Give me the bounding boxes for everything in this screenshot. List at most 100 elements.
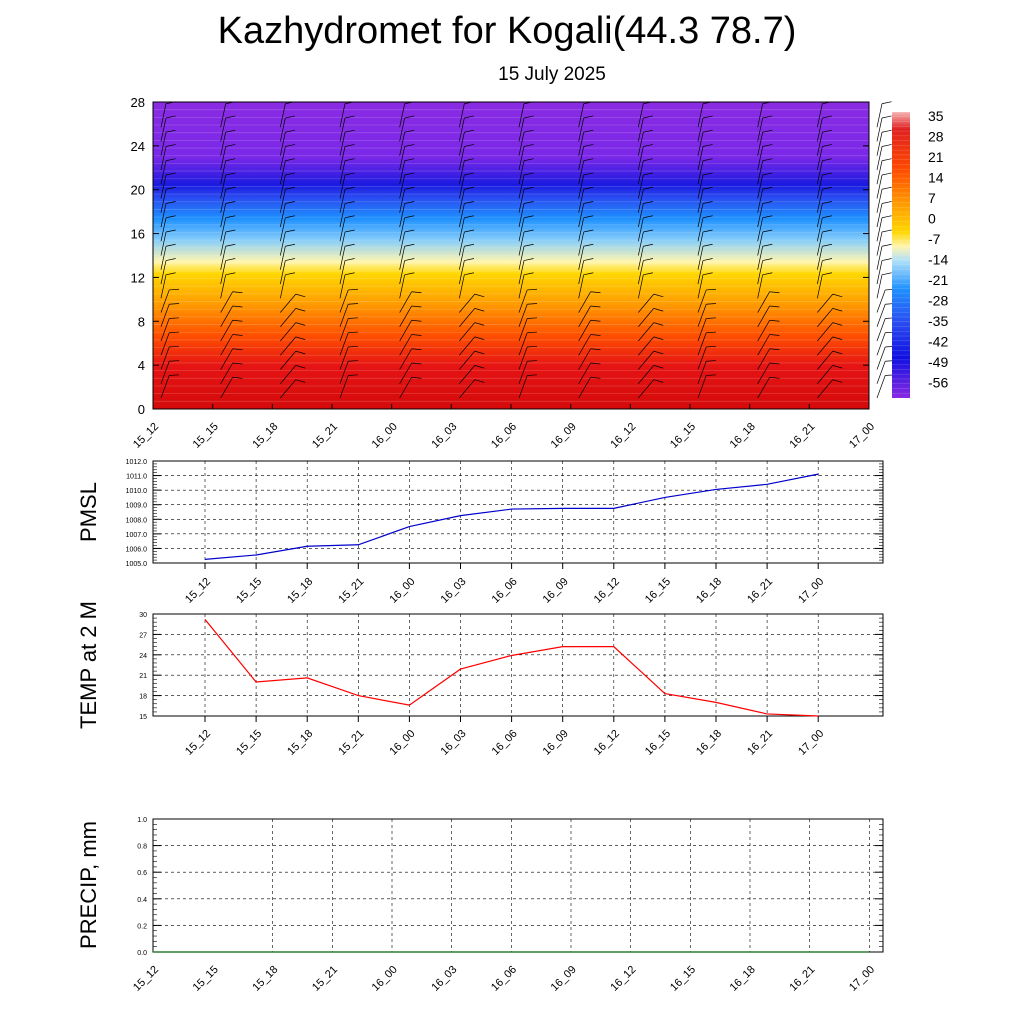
wind-barb	[578, 115, 594, 142]
wind-barb-staff	[697, 246, 704, 270]
wind-barb	[637, 172, 654, 199]
wind-barb-staff	[578, 132, 584, 156]
wind-barb-staff	[160, 174, 167, 199]
wind-barb-flag	[165, 158, 176, 162]
wind-barb-flag	[225, 201, 236, 204]
wind-barb-staff	[817, 379, 834, 399]
wind-barb-staff	[757, 146, 763, 171]
wind-barb-flag	[464, 172, 475, 176]
x-tick-label: 15_18	[285, 576, 315, 606]
x-tick-label: 16_12	[608, 421, 638, 451]
wind-barb	[399, 319, 422, 342]
wind-barb-flag	[411, 291, 422, 294]
wind-barb-staff	[637, 260, 644, 285]
wind-barb	[578, 291, 601, 313]
wind-barb-staff	[697, 375, 707, 399]
wind-barb-flag	[822, 129, 833, 133]
wind-barb-staff	[399, 362, 412, 384]
wind-barb-flag	[822, 243, 833, 247]
wind-barb-flag	[285, 272, 296, 276]
wind-barb	[399, 186, 415, 213]
wind-barb-flag	[832, 365, 843, 369]
wind-barb-staff	[280, 336, 297, 356]
wind-barb-staff	[280, 365, 297, 385]
y-tick-label: 0.6	[137, 870, 147, 877]
wind-barb-flag	[702, 172, 713, 176]
wind-barb-flag	[285, 129, 296, 133]
wind-barb	[816, 258, 833, 285]
wind-barb-staff	[339, 246, 346, 270]
wind-barb-flag	[590, 291, 601, 294]
wind-barb	[757, 115, 773, 142]
wind-barb-staff	[638, 365, 655, 385]
y-axis-label: PMSL	[76, 482, 101, 542]
wind-barb-flag	[822, 272, 833, 276]
wind-barb-flag	[165, 201, 176, 204]
wind-barb-staff	[876, 260, 883, 285]
wind-barb	[280, 308, 306, 327]
wind-barb-staff	[220, 174, 226, 199]
wind-barb-flag	[523, 144, 534, 147]
wind-barb	[876, 272, 892, 299]
wind-barb-staff	[458, 274, 465, 299]
wind-barb-staff	[816, 246, 823, 270]
wind-barb-staff	[816, 146, 823, 171]
wind-barb-staff	[817, 322, 834, 342]
wind-barb	[637, 258, 654, 285]
wind-barb-staff	[339, 318, 349, 342]
wind-barb-staff	[578, 320, 591, 342]
wind-barb-staff	[578, 160, 584, 185]
wind-barb	[279, 258, 296, 285]
wind-barb-staff	[697, 231, 704, 256]
wind-barb-flag	[464, 158, 475, 162]
wind-barb-staff	[697, 174, 704, 199]
wind-barb-flag	[702, 229, 713, 233]
x-tick-label: 15_18	[285, 728, 315, 758]
wind-barb	[578, 201, 594, 228]
wind-barb-flag	[165, 144, 176, 147]
wind-barb-staff	[637, 246, 644, 270]
wind-barb	[339, 303, 359, 327]
wind-barb	[578, 348, 601, 370]
colorbar-label: -42	[928, 334, 948, 350]
wind-barb	[757, 305, 780, 327]
wind-barb-staff	[697, 260, 704, 285]
chart-title: Kazhydromet for Kogali(44.3 78.7)	[217, 10, 797, 52]
wind-barb-staff	[458, 103, 465, 128]
wind-barb	[578, 215, 594, 242]
wind-barb-staff	[876, 304, 886, 327]
wind-barb-staff	[458, 117, 465, 142]
wind-barb-flag	[169, 303, 180, 305]
wind-barb-flag	[583, 215, 594, 219]
x-tick-label: 16_15	[643, 728, 673, 758]
wind-barb	[757, 201, 773, 228]
wind-barb-staff	[339, 117, 346, 142]
wind-barb-flag	[232, 334, 243, 336]
wind-barb	[876, 158, 892, 185]
wind-barb-staff	[399, 189, 405, 213]
x-tick-label: 16_06	[490, 576, 520, 606]
wind-barb-flag	[643, 201, 654, 204]
y-tick-label: 1007.0	[126, 532, 148, 539]
wind-barb-flag	[702, 258, 713, 261]
wind-barb	[339, 215, 355, 242]
wind-barb-staff	[578, 246, 584, 270]
wind-barb	[578, 258, 594, 285]
wind-barb-flag	[832, 308, 843, 312]
wind-barb	[638, 336, 664, 356]
x-tick-label: 15_21	[310, 964, 340, 994]
wind-barb	[876, 243, 892, 270]
wind-barb	[697, 345, 717, 370]
wind-barb-flag	[881, 215, 892, 219]
wind-barb-staff	[518, 246, 525, 270]
wind-barb	[697, 172, 713, 199]
x-tick-label: 16_00	[387, 576, 417, 606]
wind-barb	[816, 229, 833, 256]
wind-barb-staff	[279, 274, 286, 299]
wind-barb-flag	[169, 360, 180, 362]
wind-barb-flag	[583, 272, 594, 276]
wind-barb	[816, 172, 833, 199]
wind-barb-staff	[279, 231, 286, 256]
x-tick-label: 16_18	[694, 728, 724, 758]
wind-barb	[220, 172, 236, 199]
